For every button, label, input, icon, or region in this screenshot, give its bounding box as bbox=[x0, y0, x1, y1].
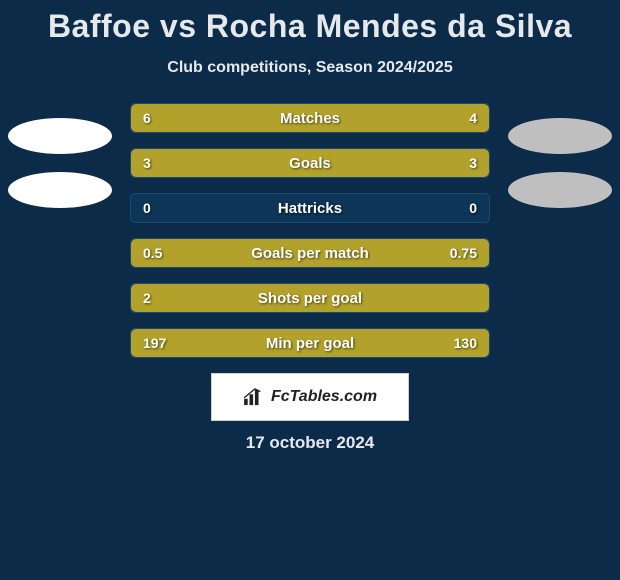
side-disc bbox=[8, 118, 112, 154]
brand-box[interactable]: FcTables.com bbox=[211, 373, 409, 421]
side-disc bbox=[8, 172, 112, 208]
stat-row: 33Goals bbox=[130, 148, 490, 178]
stat-row: 0 0Hattricks bbox=[130, 193, 490, 223]
bar-fill-right bbox=[310, 239, 489, 267]
stat-row: 0.50.75Goals per match bbox=[130, 238, 490, 268]
stat-row: 2Shots per goal bbox=[130, 283, 490, 313]
bar-fill-left bbox=[131, 239, 310, 267]
side-disc bbox=[508, 172, 612, 208]
subtitle: Club competitions, Season 2024/2025 bbox=[0, 59, 620, 77]
chart-icon bbox=[243, 388, 265, 406]
bar-fill-left bbox=[131, 104, 310, 132]
bar-fill-left bbox=[131, 149, 310, 177]
stat-row: 197130Min per goal bbox=[130, 328, 490, 358]
date-text: 17 october 2024 bbox=[0, 433, 620, 453]
side-disc bbox=[508, 118, 612, 154]
bar-fill-left bbox=[131, 284, 489, 312]
stat-row: 64Matches bbox=[130, 103, 490, 133]
bar-fill-right bbox=[310, 104, 489, 132]
stat-label: Hattricks bbox=[131, 194, 489, 222]
stats-rows: 64Matches 33Goals 0 0Hattricks 0.50.75Goals … bbox=[130, 103, 490, 358]
page-title: Baffoe vs Rocha Mendes da Silva bbox=[0, 0, 620, 45]
brand-text: FcTables.com bbox=[271, 388, 377, 406]
stat-value-left: 0 bbox=[143, 194, 151, 222]
bar-fill-right bbox=[310, 329, 489, 357]
bar-fill-left bbox=[131, 329, 310, 357]
stat-value-right: 0 bbox=[469, 194, 477, 222]
bar-fill-right bbox=[310, 149, 489, 177]
